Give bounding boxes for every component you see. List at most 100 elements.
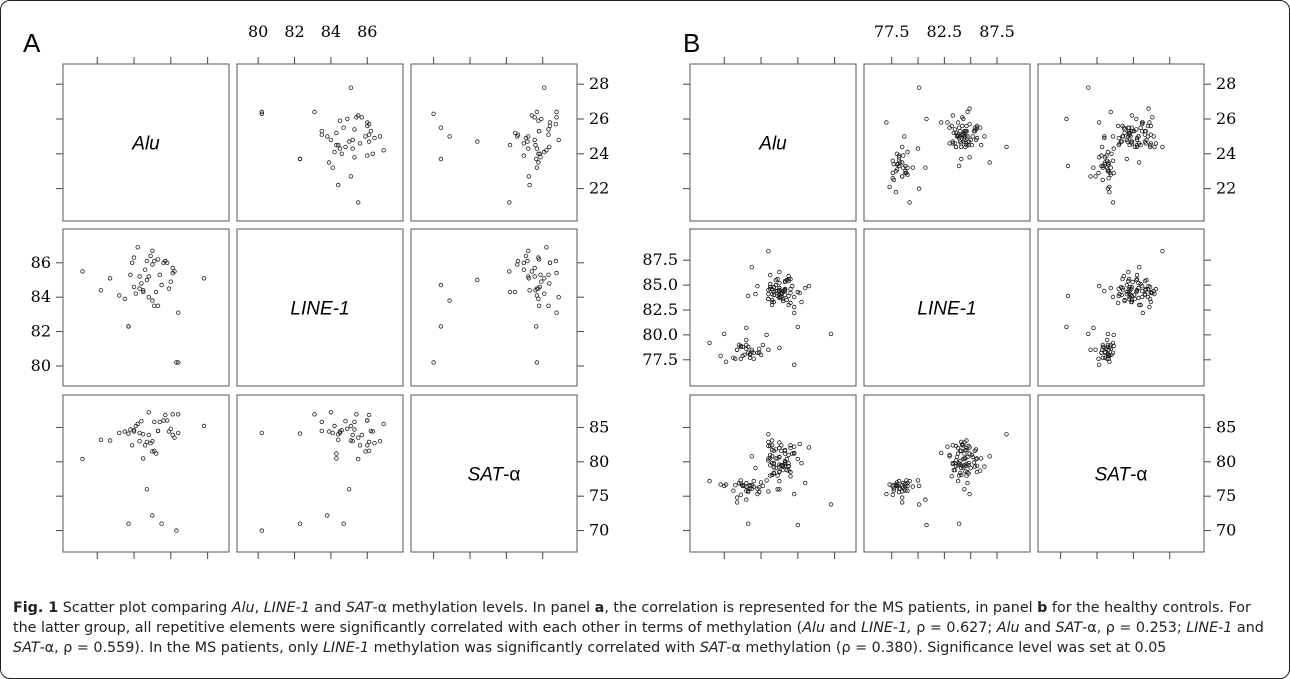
point-A-0-1-43	[319, 128, 324, 134]
point-B-0-1-78	[923, 165, 928, 170]
point-B-0-2-58	[1143, 141, 1148, 146]
point-B-0-2-38	[1134, 137, 1140, 143]
point-B-2-1-108	[893, 482, 899, 487]
point-A-2-0-32	[140, 456, 146, 461]
point-A-1-2-45	[554, 270, 559, 276]
point-A-1-2-35	[475, 277, 480, 283]
point-A-2-0-15	[139, 419, 144, 424]
point-A-0-1-27	[339, 151, 344, 156]
point-A-0-2-19	[536, 160, 541, 165]
point-A-1-2-41	[534, 286, 540, 291]
point-A-2-1-15	[343, 419, 348, 424]
point-B-1-2-14	[1134, 272, 1140, 278]
ticklabel-top-A-1-0: 80	[248, 22, 268, 41]
point-A-1-0-32	[140, 289, 146, 295]
diag-label-B-1: LINE-1	[917, 299, 976, 320]
point-B-1-0-8	[792, 310, 797, 316]
ticklabel-right-A-2-2: 80	[589, 452, 609, 471]
point-A-1-0-25	[163, 258, 168, 264]
point-A-0-1-44	[350, 137, 355, 143]
point-B-1-2-109	[1105, 342, 1111, 348]
point-B-1-2-71	[1086, 331, 1091, 337]
point-A-2-1-31	[350, 439, 355, 444]
point-A-1-0-37	[175, 360, 181, 365]
point-B-0-2-103	[1110, 200, 1116, 205]
point-B-1-2-62	[1102, 288, 1107, 294]
point-B-1-0-79	[803, 285, 808, 291]
point-B-1-2-11	[1126, 269, 1131, 275]
point-B-2-0-102	[734, 495, 740, 500]
point-B-1-2-65	[1136, 285, 1141, 291]
point-A-0-1-8	[381, 148, 386, 153]
point-A-2-0-42	[144, 439, 150, 445]
point-A-1-0-20	[133, 291, 139, 296]
point-B-1-2-26	[1115, 300, 1121, 306]
point-B-1-2-103	[1110, 340, 1116, 346]
point-B-0-2-79	[1108, 109, 1113, 115]
point-A-2-1-40	[363, 449, 368, 454]
point-B-2-1-47	[969, 452, 974, 458]
point-A-0-2-23	[554, 109, 559, 115]
point-B-1-0-43	[782, 278, 788, 284]
point-A-1-2-26	[534, 293, 540, 298]
point-B-2-1-21	[968, 465, 973, 471]
point-B-2-1-12	[947, 454, 952, 459]
point-B-0-2-53	[1134, 116, 1139, 122]
point-B-0-1-43	[972, 128, 978, 134]
point-B-1-2-79	[1108, 285, 1113, 291]
point-A-1-2-5	[521, 267, 526, 272]
point-B-0-2-104	[1107, 184, 1112, 190]
caption-text-5: SAT	[345, 600, 373, 616]
point-B-0-2-47	[1138, 142, 1143, 148]
point-A-0-1-41	[337, 146, 343, 151]
point-A-2-0-14	[166, 429, 172, 434]
point-A-2-1-6	[345, 426, 350, 431]
point-A-2-1-7	[377, 439, 383, 444]
point-A-1-0-45	[170, 270, 175, 276]
point-A-1-2-24	[556, 295, 561, 300]
point-B-2-0-83	[731, 488, 736, 493]
cell-B-0-1	[863, 63, 1031, 222]
point-B-0-2-56	[1139, 121, 1145, 127]
caption-text-25: SAT	[699, 640, 727, 656]
point-B-0-1-67	[959, 141, 964, 146]
point-B-1-0-102	[734, 347, 740, 352]
cell-A-2-1	[236, 394, 404, 553]
point-A-2-1-32	[334, 456, 339, 461]
point-A-1-0-15	[139, 281, 144, 286]
point-B-2-1-114	[900, 489, 905, 494]
point-A-0-1-23	[312, 109, 317, 115]
point-B-0-1-40	[964, 123, 969, 129]
point-B-2-1-71	[916, 502, 922, 507]
ticklabel-top-A-1-1: 82	[284, 22, 304, 41]
scatter-matrix-panel-b: Alu LINE-1 SAT-α 22 24 26 28 77.5 77.5 80.0 82.5 82…	[642, 22, 1236, 559]
point-B-2-1-64	[964, 463, 969, 469]
point-B-0-2-16	[1138, 125, 1143, 130]
point-B-2-1-109	[905, 483, 910, 489]
point-B-2-0-89	[738, 481, 743, 486]
point-A-0-1-38	[297, 156, 303, 162]
point-B-2-0-59	[777, 445, 782, 451]
point-B-0-2-65	[1136, 134, 1141, 139]
point-A-2-0-41	[137, 430, 142, 436]
point-A-1-0-24	[146, 295, 151, 300]
point-B-0-1-109	[905, 149, 910, 155]
point-B-0-2-80	[1088, 174, 1093, 179]
point-B-2-0-34	[766, 458, 771, 463]
point-A-1-2-22	[515, 258, 521, 264]
point-A-0-2-1	[542, 85, 547, 90]
point-A-2-0-23	[175, 412, 181, 417]
point-A-2-1-42	[366, 439, 372, 445]
point-B-1-2-8	[1140, 310, 1145, 316]
point-B-2-1-65	[965, 454, 970, 460]
point-A-1-0-27	[131, 284, 137, 290]
point-A-2-0-44	[146, 432, 151, 438]
point-B-1-2-74	[1160, 248, 1165, 254]
cell-A-2-0	[62, 394, 230, 553]
point-B-2-0-26	[788, 474, 793, 479]
point-B-1-0-26	[788, 300, 793, 306]
point-A-1-2-17	[546, 272, 551, 277]
point-A-0-1-31	[350, 146, 355, 151]
point-B-2-1-57	[978, 468, 983, 473]
point-A-2-0-43	[155, 428, 161, 434]
